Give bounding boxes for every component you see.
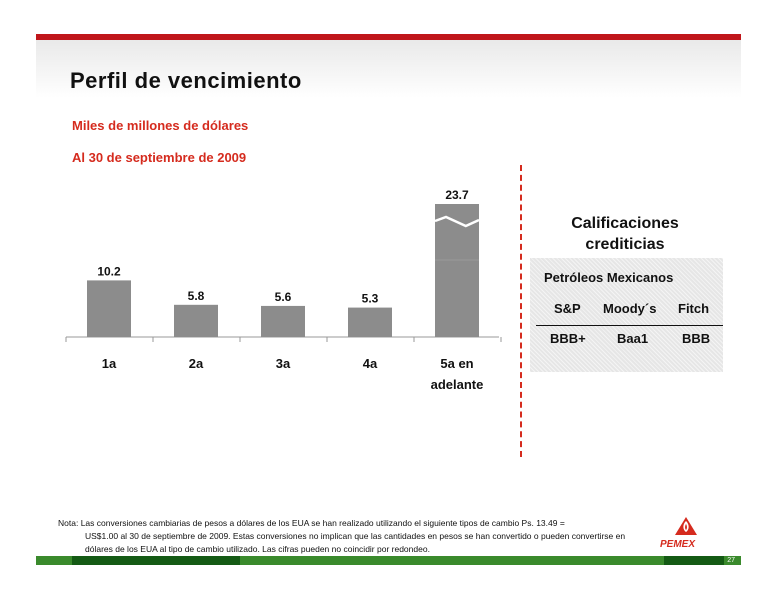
x-tick-label: adelante (431, 377, 484, 392)
footnote-body: US$1.00 al 30 de septiembre de 2009. Est… (85, 531, 626, 554)
ratings-title-line1: Calificaciones (571, 215, 679, 232)
date-subtitle: Al 30 de septiembre de 2009 (72, 150, 247, 165)
bar (348, 307, 392, 337)
bar (261, 305, 305, 337)
agency-moodys: Moody´s (603, 301, 657, 316)
maturity-bar-chart: 10.2 1a 5.8 2a 5.6 3a 5.3 4a 23.7 5a en adelante (65, 188, 502, 392)
bottom-bar: 27 (36, 556, 741, 565)
agency-sp: S&P (554, 301, 581, 316)
x-tick-label: 5a en (440, 356, 473, 371)
agency-fitch: Fitch (678, 301, 710, 316)
footnote-first-line: Las conversiones cambiarias de pesos a d… (80, 518, 565, 528)
x-tick-label: 4a (363, 356, 378, 371)
pemex-logo-icon (675, 517, 697, 535)
units-subtitle: Miles de millones de dólares (72, 118, 249, 133)
bar (87, 280, 131, 337)
top-accent-bar (36, 34, 741, 40)
ratings-issuer: Petróleos Mexicanos (544, 270, 674, 285)
ratings-table: Petróleos Mexicanos S&P Moody´s Fitch BB… (530, 258, 723, 372)
bar-value-label: 10.2 (97, 264, 121, 278)
page-title: Perfil de vencimiento (70, 68, 302, 93)
bar-value-label: 5.8 (188, 289, 205, 303)
bar-value-label: 5.3 (362, 292, 379, 306)
ratings-title: Calificaciones crediticias (530, 213, 720, 255)
bottom-bar-accent-left (72, 556, 240, 565)
x-tick-label: 3a (276, 356, 291, 371)
rating-sp: BBB+ (550, 331, 586, 346)
pemex-wordmark: PEMEX (660, 539, 696, 550)
footnote-label: Nota: (58, 518, 79, 528)
ratings-title-line2: crediticias (585, 236, 665, 253)
section-divider (520, 165, 522, 457)
rating-fitch: BBB (682, 331, 711, 346)
footnote: Nota: Las conversiones cambiarias de pes… (58, 517, 648, 556)
bar-value-label: 23.7 (445, 188, 469, 202)
x-tick-label: 1a (102, 356, 117, 371)
bar (435, 204, 479, 337)
page-number: 27 (727, 557, 735, 564)
bar-value-label: 5.6 (275, 290, 292, 304)
axis-break-mark (434, 215, 480, 228)
bottom-bar-accent-right (664, 556, 724, 565)
header-band (36, 40, 741, 98)
bar (174, 304, 218, 337)
rating-moodys: Baa1 (617, 331, 649, 346)
ratings-rule (536, 325, 723, 326)
x-tick-label: 2a (189, 356, 204, 371)
